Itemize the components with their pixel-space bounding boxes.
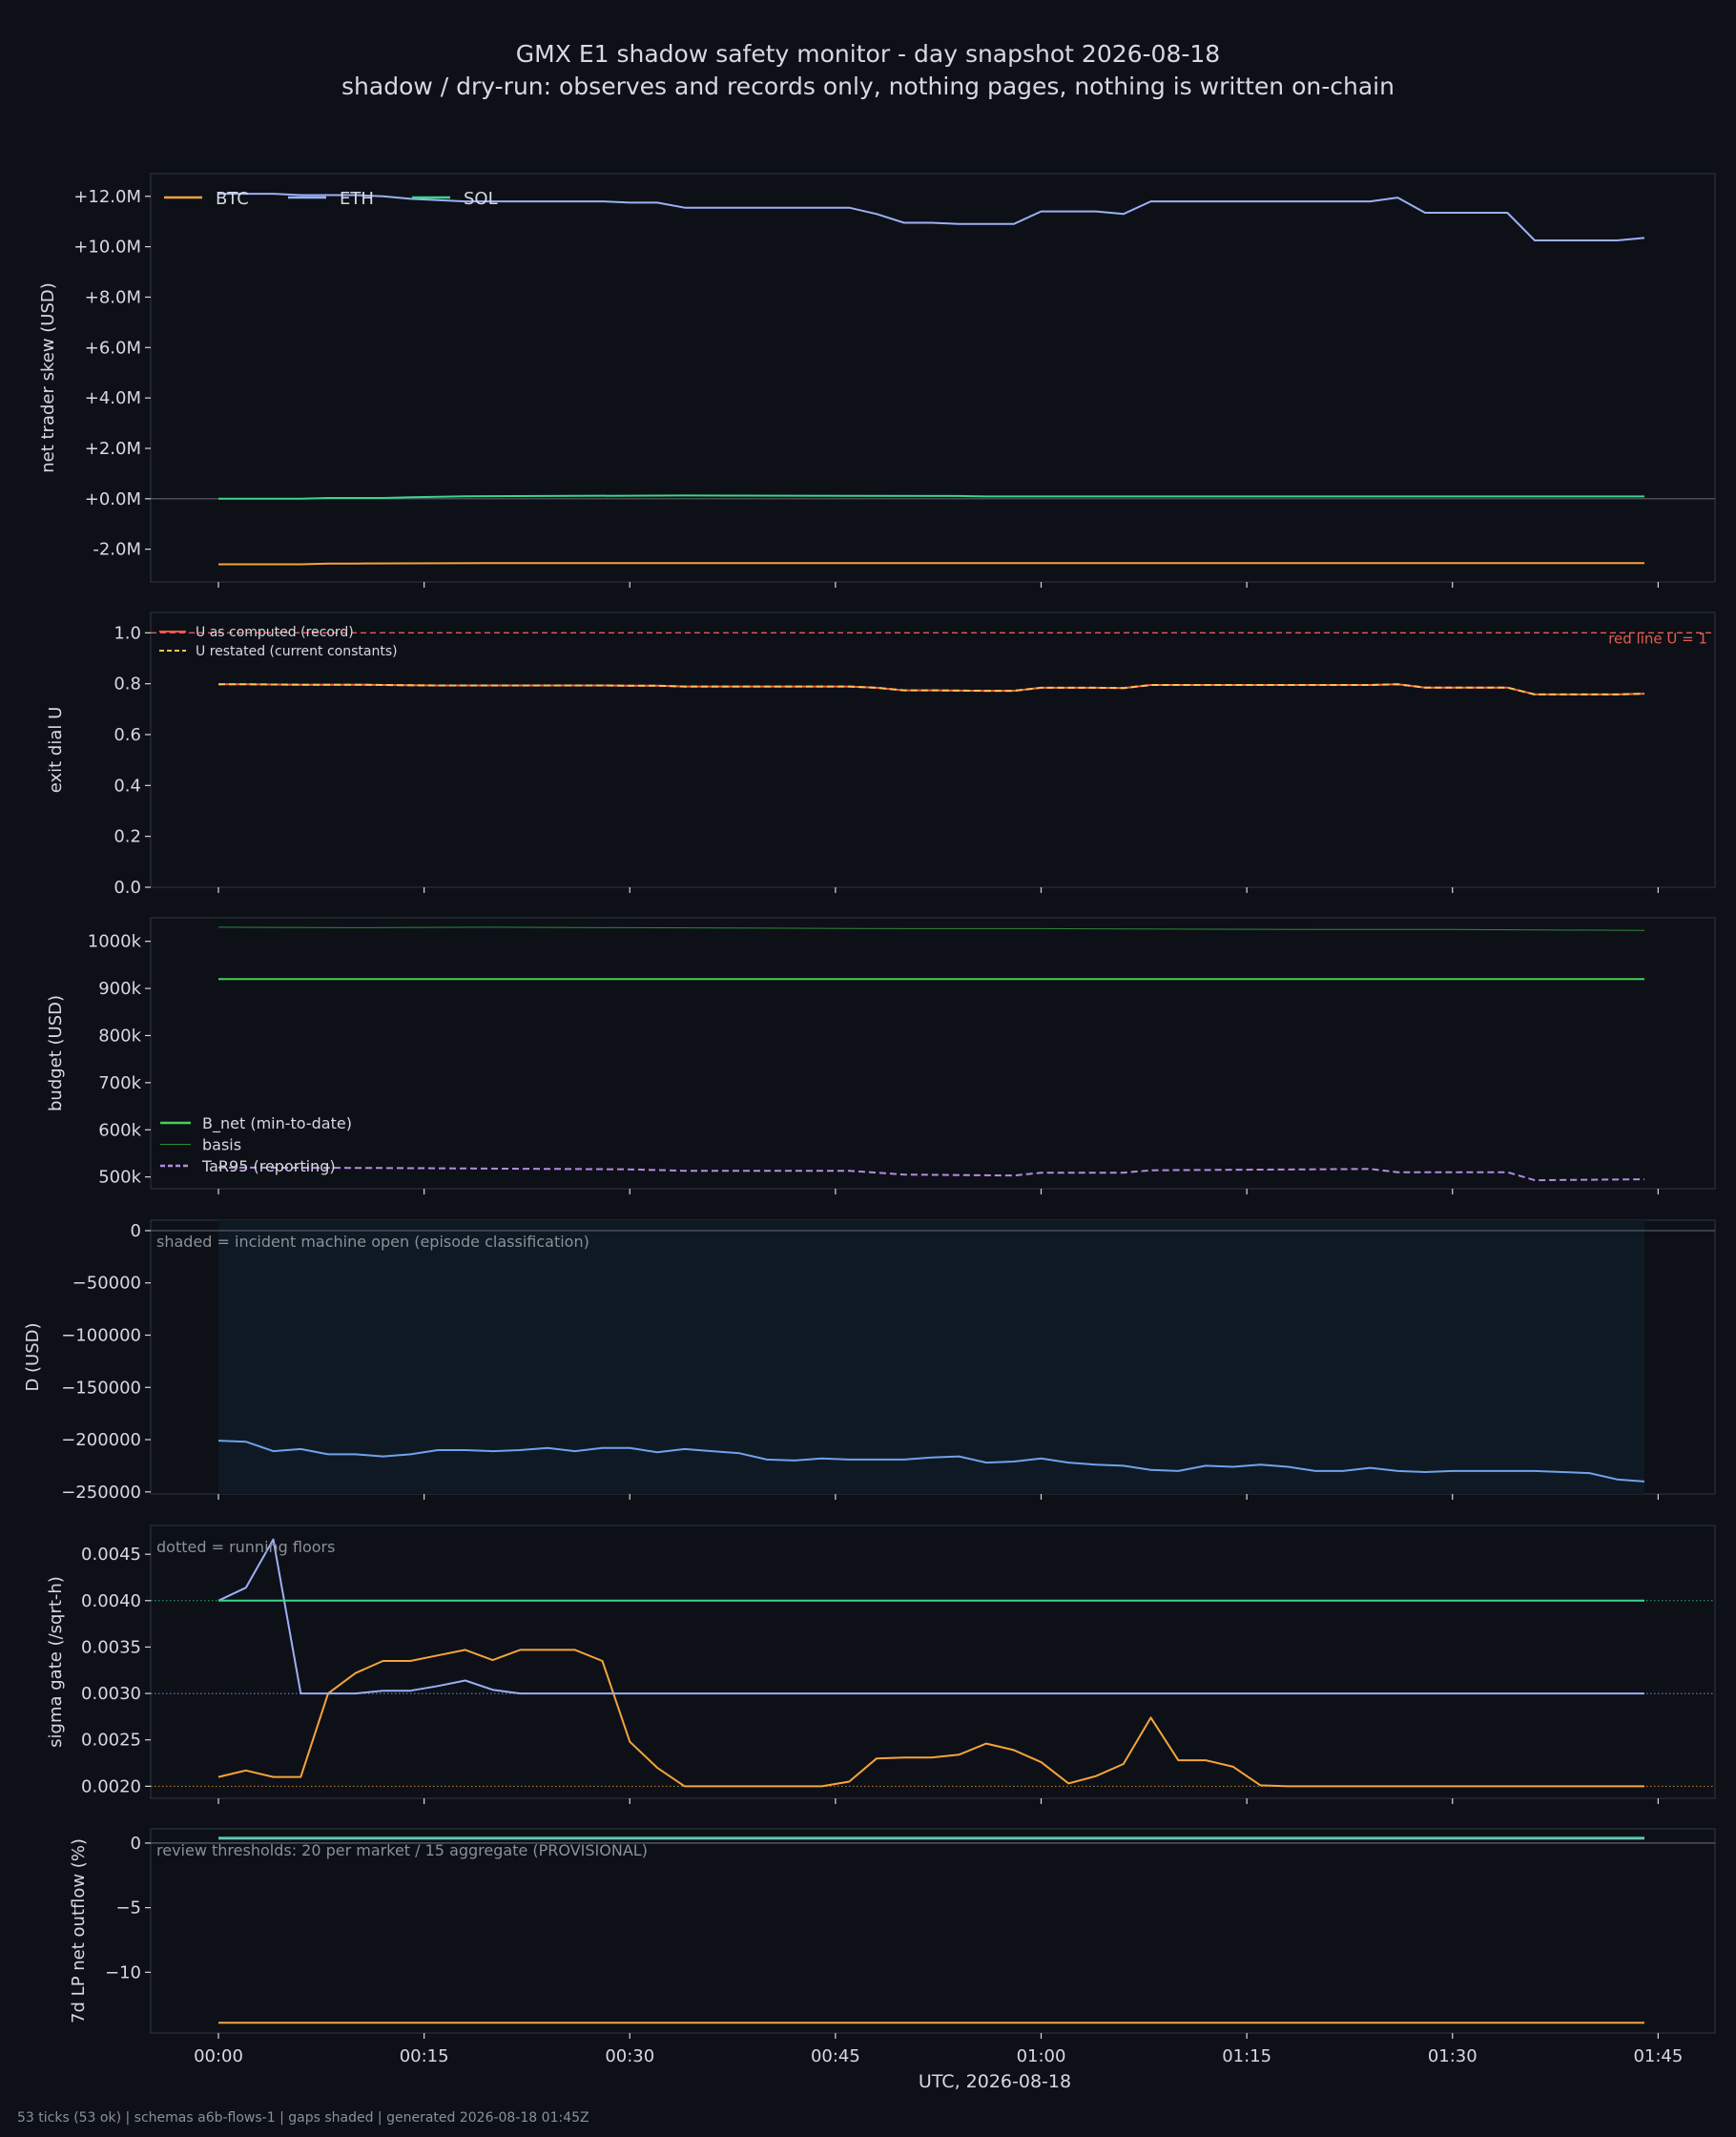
y-tick-label: 0.2 — [114, 827, 141, 847]
y-tick-label: 0.6 — [114, 725, 141, 745]
x-tick-label: 01:30 — [1428, 2046, 1478, 2066]
y-tick-label: −200000 — [61, 1430, 141, 1450]
legend-label: basis — [202, 1136, 241, 1154]
y-axis-label: net trader skew (USD) — [38, 282, 58, 473]
y-tick-label: +2.0M — [85, 439, 141, 459]
x-tick-label: 01:45 — [1633, 2046, 1683, 2066]
x-tick-label: 00:00 — [194, 2046, 243, 2066]
y-tick-label: 600k — [98, 1120, 141, 1140]
y-tick-label: +10.0M — [73, 238, 141, 258]
figure-title-block: GMX E1 shadow safety monitor - day snaps… — [0, 38, 1736, 103]
y-tick-label: −100000 — [61, 1325, 141, 1345]
axes-frame — [150, 1828, 1716, 2034]
y-tick-label: 500k — [98, 1168, 141, 1188]
y-tick-label: 0.0 — [114, 878, 141, 898]
axes-frame — [150, 612, 1716, 888]
y-tick-label: 0.0035 — [81, 1637, 141, 1657]
y-axis-label: budget (USD) — [46, 995, 66, 1111]
axes-frame — [150, 173, 1716, 583]
y-tick-label: 0.8 — [114, 674, 141, 695]
series-line-d — [217, 1440, 1645, 1483]
legend-label: BTC — [216, 189, 249, 209]
y-tick-label: +8.0M — [85, 287, 141, 307]
y-tick-label: +0.0M — [85, 489, 141, 509]
panel-d: −250000 −200000 −150000 −100000 −50000 0 D (US… — [23, 1219, 1716, 1503]
figure-subtitle: shadow / dry-run: observes and records o… — [341, 73, 1395, 100]
y-tick-label: −5 — [115, 1898, 141, 1919]
y-tick-label: −150000 — [61, 1378, 141, 1398]
incident-shaded-region — [218, 1220, 1644, 1494]
y-tick-label: 700k — [98, 1073, 141, 1093]
panel-annotation: shaded = incident machine open (episode … — [156, 1233, 589, 1251]
series-line-btc — [218, 562, 1644, 566]
y-tick-label: -2.0M — [93, 540, 141, 560]
x-tick-label: 01:15 — [1222, 2046, 1271, 2066]
legend-label: U restated (current constants) — [196, 644, 398, 659]
panel-budget: 500k 600k 700k 800k 900k 1000k budget (USD) B_n… — [46, 917, 1716, 1194]
x-tick-label: 00:30 — [605, 2046, 654, 2066]
axes-frame — [150, 1525, 1716, 1799]
y-tick-label: 0.0020 — [81, 1776, 141, 1796]
y-tick-label: 0 — [131, 1221, 141, 1241]
y-tick-label: +4.0M — [85, 388, 141, 408]
y-tick-label: 1000k — [88, 932, 142, 952]
y-tick-label: 0.0045 — [81, 1545, 141, 1565]
y-tick-label: 0 — [131, 1834, 141, 1854]
panel-annotation: dotted = running floors — [156, 1538, 335, 1556]
y-tick-label: −10 — [105, 1962, 141, 1982]
y-tick-label: 0.0030 — [81, 1684, 141, 1704]
legend-label: TaR95 (reporting) — [201, 1157, 336, 1175]
x-tick-label: 01:00 — [1017, 2046, 1066, 2066]
panel-exit_dial: red line U = 1 0.0 0.2 0.4 0.6 0.8 1.0 exit dia… — [46, 612, 1716, 898]
y-tick-label: +6.0M — [85, 338, 141, 358]
footer-status: 53 ticks (53 ok) | schemas a6b-flows-1 |… — [17, 2110, 589, 2126]
legend-label: ETH — [340, 189, 374, 209]
panel-sigma_gate: 0.0020 0.0025 0.0030 0.0035 0.0040 0.0045 sigm… — [46, 1525, 1716, 1804]
legend-label: U as computed (record) — [196, 625, 354, 640]
panel-annotation: review thresholds: 20 per market / 15 ag… — [156, 1841, 648, 1859]
y-tick-label: −250000 — [61, 1483, 141, 1503]
y-tick-label: 1.0 — [114, 623, 141, 643]
x-tick-label: 00:15 — [400, 2046, 449, 2066]
series-line-eth — [217, 1538, 1644, 1695]
y-axis-label: sigma gate (/sqrt-h) — [46, 1576, 66, 1748]
y-tick-label: 800k — [98, 1026, 141, 1046]
series-line-u-restated-current-constants — [218, 683, 1645, 695]
redline-label: red line U = 1 — [1608, 630, 1707, 647]
legend-label: SOL — [464, 189, 498, 209]
series-line-basis — [217, 926, 1645, 931]
y-axis-label: 7d LP net outflow (%) — [69, 1838, 89, 2023]
y-tick-label: 0.0025 — [81, 1731, 141, 1751]
legend-label: B_net (min-to-date) — [202, 1114, 352, 1133]
y-tick-label: 0.4 — [114, 776, 141, 796]
series-line-btc — [217, 1649, 1644, 1788]
figure-title: GMX E1 shadow safety monitor - day snaps… — [515, 40, 1221, 68]
axes-frame — [150, 917, 1716, 1190]
x-tick-label: 00:45 — [811, 2046, 860, 2066]
y-tick-label: 0.0040 — [81, 1591, 141, 1611]
y-axis-label: exit dial U — [46, 707, 66, 794]
panel-lp_outflow: −10 −5 0 7d LP net outflow (%) review thresh… — [69, 1828, 1716, 2039]
y-tick-label: 900k — [98, 979, 141, 999]
y-tick-label: −50000 — [72, 1274, 141, 1294]
x-axis-label: UTC, 2026-08-18 — [919, 2071, 1071, 2092]
series-line-eth — [218, 193, 1645, 241]
y-tick-label: +12.0M — [73, 187, 141, 207]
series-line-sol — [218, 494, 1644, 500]
series-line-tar95-reporting — [217, 1166, 1645, 1182]
panel-skew: -2.0M +0.0M +2.0M +4.0M +6.0M +8.0M +10.0M +12.… — [38, 173, 1716, 588]
y-axis-label: D (USD) — [23, 1322, 43, 1391]
